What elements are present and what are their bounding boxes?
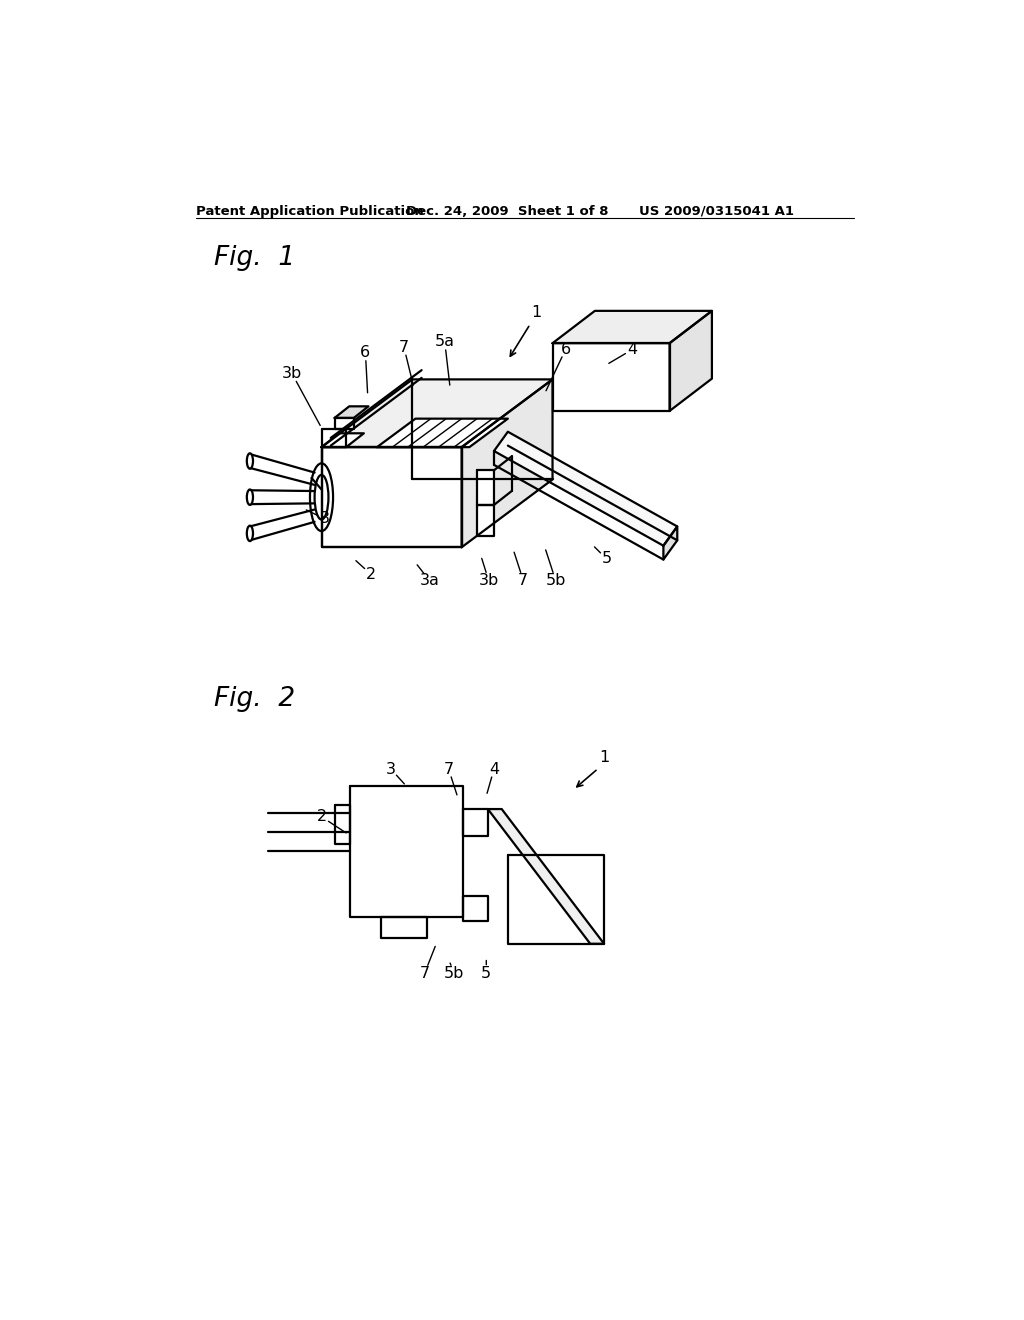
Text: 5: 5 (601, 552, 611, 566)
Ellipse shape (247, 525, 253, 541)
Polygon shape (335, 805, 350, 843)
Polygon shape (335, 418, 354, 429)
Polygon shape (494, 432, 677, 545)
Polygon shape (463, 896, 487, 921)
Polygon shape (462, 379, 553, 548)
Polygon shape (553, 343, 670, 411)
Text: 4: 4 (488, 762, 499, 776)
Polygon shape (487, 809, 604, 944)
Polygon shape (664, 527, 677, 560)
Text: Dec. 24, 2009  Sheet 1 of 8: Dec. 24, 2009 Sheet 1 of 8 (407, 205, 608, 218)
Ellipse shape (247, 490, 253, 506)
Text: Patent Application Publication: Patent Application Publication (196, 205, 424, 218)
Polygon shape (322, 379, 553, 447)
Text: US 2009/0315041 A1: US 2009/0315041 A1 (639, 205, 794, 218)
Text: 7: 7 (398, 339, 409, 355)
Text: 1: 1 (531, 305, 542, 319)
Text: 7: 7 (518, 573, 528, 587)
Text: 3b: 3b (283, 367, 302, 381)
Polygon shape (477, 506, 494, 536)
Text: 3: 3 (319, 511, 330, 527)
Text: 5b: 5b (546, 573, 566, 587)
Text: 5b: 5b (443, 965, 464, 981)
Polygon shape (322, 433, 364, 447)
Polygon shape (477, 470, 494, 506)
Text: 6: 6 (560, 342, 570, 356)
Text: 5a: 5a (435, 334, 455, 350)
Text: 3b: 3b (478, 573, 499, 587)
Polygon shape (350, 785, 463, 917)
Text: 3: 3 (386, 762, 396, 776)
Text: 5: 5 (481, 965, 492, 981)
Text: Fig.  1: Fig. 1 (214, 244, 295, 271)
Polygon shape (381, 917, 427, 939)
Text: 2: 2 (366, 566, 376, 582)
Text: 2: 2 (316, 809, 327, 824)
Polygon shape (670, 312, 712, 411)
Text: 1: 1 (599, 750, 609, 766)
Polygon shape (553, 312, 712, 343)
Polygon shape (322, 447, 462, 548)
Text: Fig.  2: Fig. 2 (214, 686, 295, 711)
Polygon shape (508, 855, 604, 944)
Polygon shape (463, 809, 487, 836)
Text: 4: 4 (628, 342, 638, 356)
Ellipse shape (247, 453, 253, 469)
Text: 3a: 3a (420, 573, 439, 587)
Text: 6: 6 (360, 345, 371, 360)
Text: 7: 7 (443, 762, 454, 776)
Polygon shape (377, 418, 508, 447)
Text: 7: 7 (420, 965, 430, 981)
Polygon shape (335, 407, 369, 418)
